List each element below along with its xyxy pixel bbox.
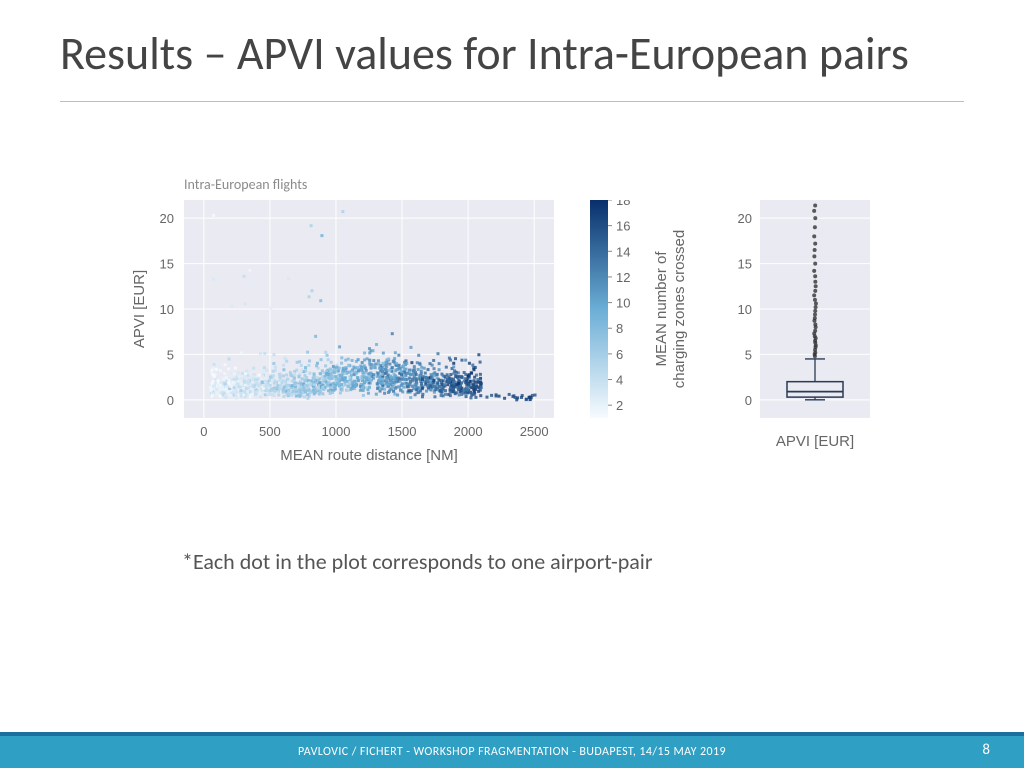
svg-text:15: 15	[738, 257, 752, 272]
svg-text:2: 2	[616, 398, 623, 413]
chart-area: Intra-European flights 05001000150020002…	[120, 200, 910, 490]
svg-text:5: 5	[167, 347, 174, 362]
footer-text: PAVLOVIC / FICHERT - WORKSHOP FRAGMENTAT…	[298, 745, 726, 759]
svg-text:20: 20	[738, 211, 752, 226]
svg-text:5: 5	[745, 347, 752, 362]
svg-text:20: 20	[160, 211, 174, 226]
svg-text:6: 6	[616, 347, 623, 362]
svg-text:0: 0	[167, 393, 174, 408]
svg-text:2500: 2500	[520, 424, 549, 439]
title-rule	[60, 101, 964, 102]
svg-text:10: 10	[160, 302, 174, 317]
page-number: 8	[982, 741, 990, 759]
svg-text:15: 15	[160, 257, 174, 272]
svg-text:8: 8	[616, 321, 623, 336]
svg-text:0: 0	[200, 424, 207, 439]
svg-text:18: 18	[616, 200, 630, 208]
svg-text:500: 500	[259, 424, 281, 439]
svg-text:10: 10	[738, 302, 752, 317]
chart-svg: 0500100015002000250005101520MEAN route d…	[120, 200, 910, 490]
svg-text:1000: 1000	[322, 424, 351, 439]
scatter-subtitle: Intra-European flights	[184, 176, 307, 193]
svg-text:16: 16	[616, 219, 630, 234]
svg-text:0: 0	[745, 393, 752, 408]
svg-text:1500: 1500	[388, 424, 417, 439]
caption: *Each dot in the plot corresponds to one…	[182, 548, 653, 575]
slide-title: Results – APVI values for Intra-European…	[0, 0, 1024, 93]
svg-text:4: 4	[616, 373, 623, 388]
svg-text:APVI [EUR]: APVI [EUR]	[776, 433, 854, 450]
svg-text:10: 10	[616, 296, 630, 311]
svg-text:APVI [EUR]: APVI [EUR]	[131, 270, 148, 348]
svg-text:MEAN number of: MEAN number of	[653, 251, 670, 367]
svg-text:12: 12	[616, 270, 630, 285]
footer-bar: PAVLOVIC / FICHERT - WORKSHOP FRAGMENTAT…	[0, 732, 1024, 768]
svg-text:14: 14	[616, 244, 630, 259]
svg-text:2000: 2000	[454, 424, 483, 439]
svg-text:charging zones crossed: charging zones crossed	[671, 230, 688, 388]
svg-text:MEAN route distance [NM]: MEAN route distance [NM]	[280, 447, 458, 464]
